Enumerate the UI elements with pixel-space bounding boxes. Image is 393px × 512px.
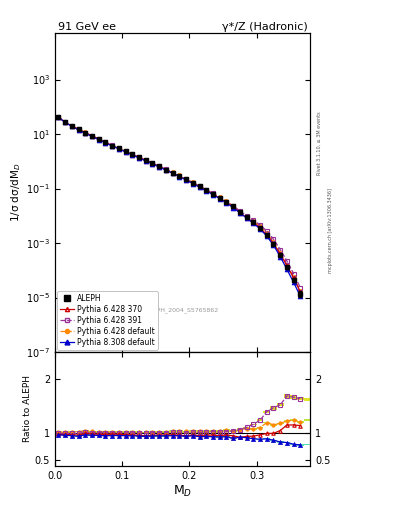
X-axis label: M$_D$: M$_D$ — [173, 483, 192, 499]
Text: ALEPH_2004_S5765862: ALEPH_2004_S5765862 — [146, 308, 219, 313]
Text: γ*/Z (Hadronic): γ*/Z (Hadronic) — [222, 22, 308, 32]
Text: Rivet 3.1.10, ≥ 3M events: Rivet 3.1.10, ≥ 3M events — [316, 112, 321, 175]
Text: 91 GeV ee: 91 GeV ee — [58, 22, 116, 32]
Text: mcplots.cern.ch [arXiv:1306.3436]: mcplots.cern.ch [arXiv:1306.3436] — [328, 188, 333, 273]
Y-axis label: 1/σ dσ/dM$_D$: 1/σ dσ/dM$_D$ — [9, 163, 24, 222]
Y-axis label: Ratio to ALEPH: Ratio to ALEPH — [23, 375, 32, 442]
Legend: ALEPH, Pythia 6.428 370, Pythia 6.428 391, Pythia 6.428 default, Pythia 8.308 de: ALEPH, Pythia 6.428 370, Pythia 6.428 39… — [57, 291, 158, 350]
